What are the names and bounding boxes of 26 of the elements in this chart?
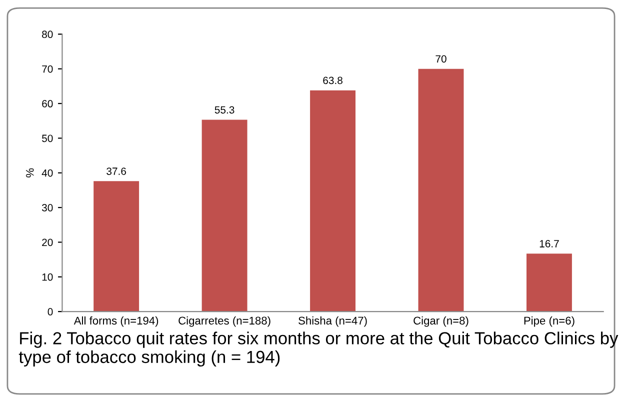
data-label: 63.8 (323, 76, 342, 84)
data-label: 55.3 (214, 106, 234, 114)
data-label: 37.6 (106, 168, 126, 175)
y-tick-label: 60 (42, 100, 53, 108)
y-tick-label: 10 (42, 273, 53, 281)
y-tick-label: 30 (42, 204, 53, 212)
bar (310, 90, 356, 312)
x-tick-label: All forms (n=194) (74, 316, 158, 327)
x-tick-label: Cigar (n=8) (414, 316, 468, 327)
data-label: 70 (436, 55, 446, 63)
y-tick-label: 50 (42, 134, 53, 142)
x-tick-label: Shisha (n=47) (298, 316, 367, 327)
bar (526, 254, 572, 312)
y-tick-label: 80 (42, 30, 53, 38)
y-tick-label: 20 (42, 238, 53, 246)
bar (418, 68, 464, 312)
y-axis-title: % (26, 168, 34, 178)
caption: Fig. 2 Tobacco quit rates for six months or more at the Quit Tobacco Clinics by type of tobacco smoking (n = 194) (18, 332, 618, 367)
x-tick-label: Pipe (n=6) (524, 316, 574, 327)
bar (94, 181, 140, 312)
bar (202, 120, 248, 312)
y-tick-label: 40 (42, 169, 53, 177)
y-tick-label: 70 (42, 65, 53, 73)
y-tick-label: 0 (48, 308, 53, 316)
x-tick-label: Cigarretes (n=188) (178, 316, 270, 327)
data-label: 16.7 (540, 240, 559, 248)
